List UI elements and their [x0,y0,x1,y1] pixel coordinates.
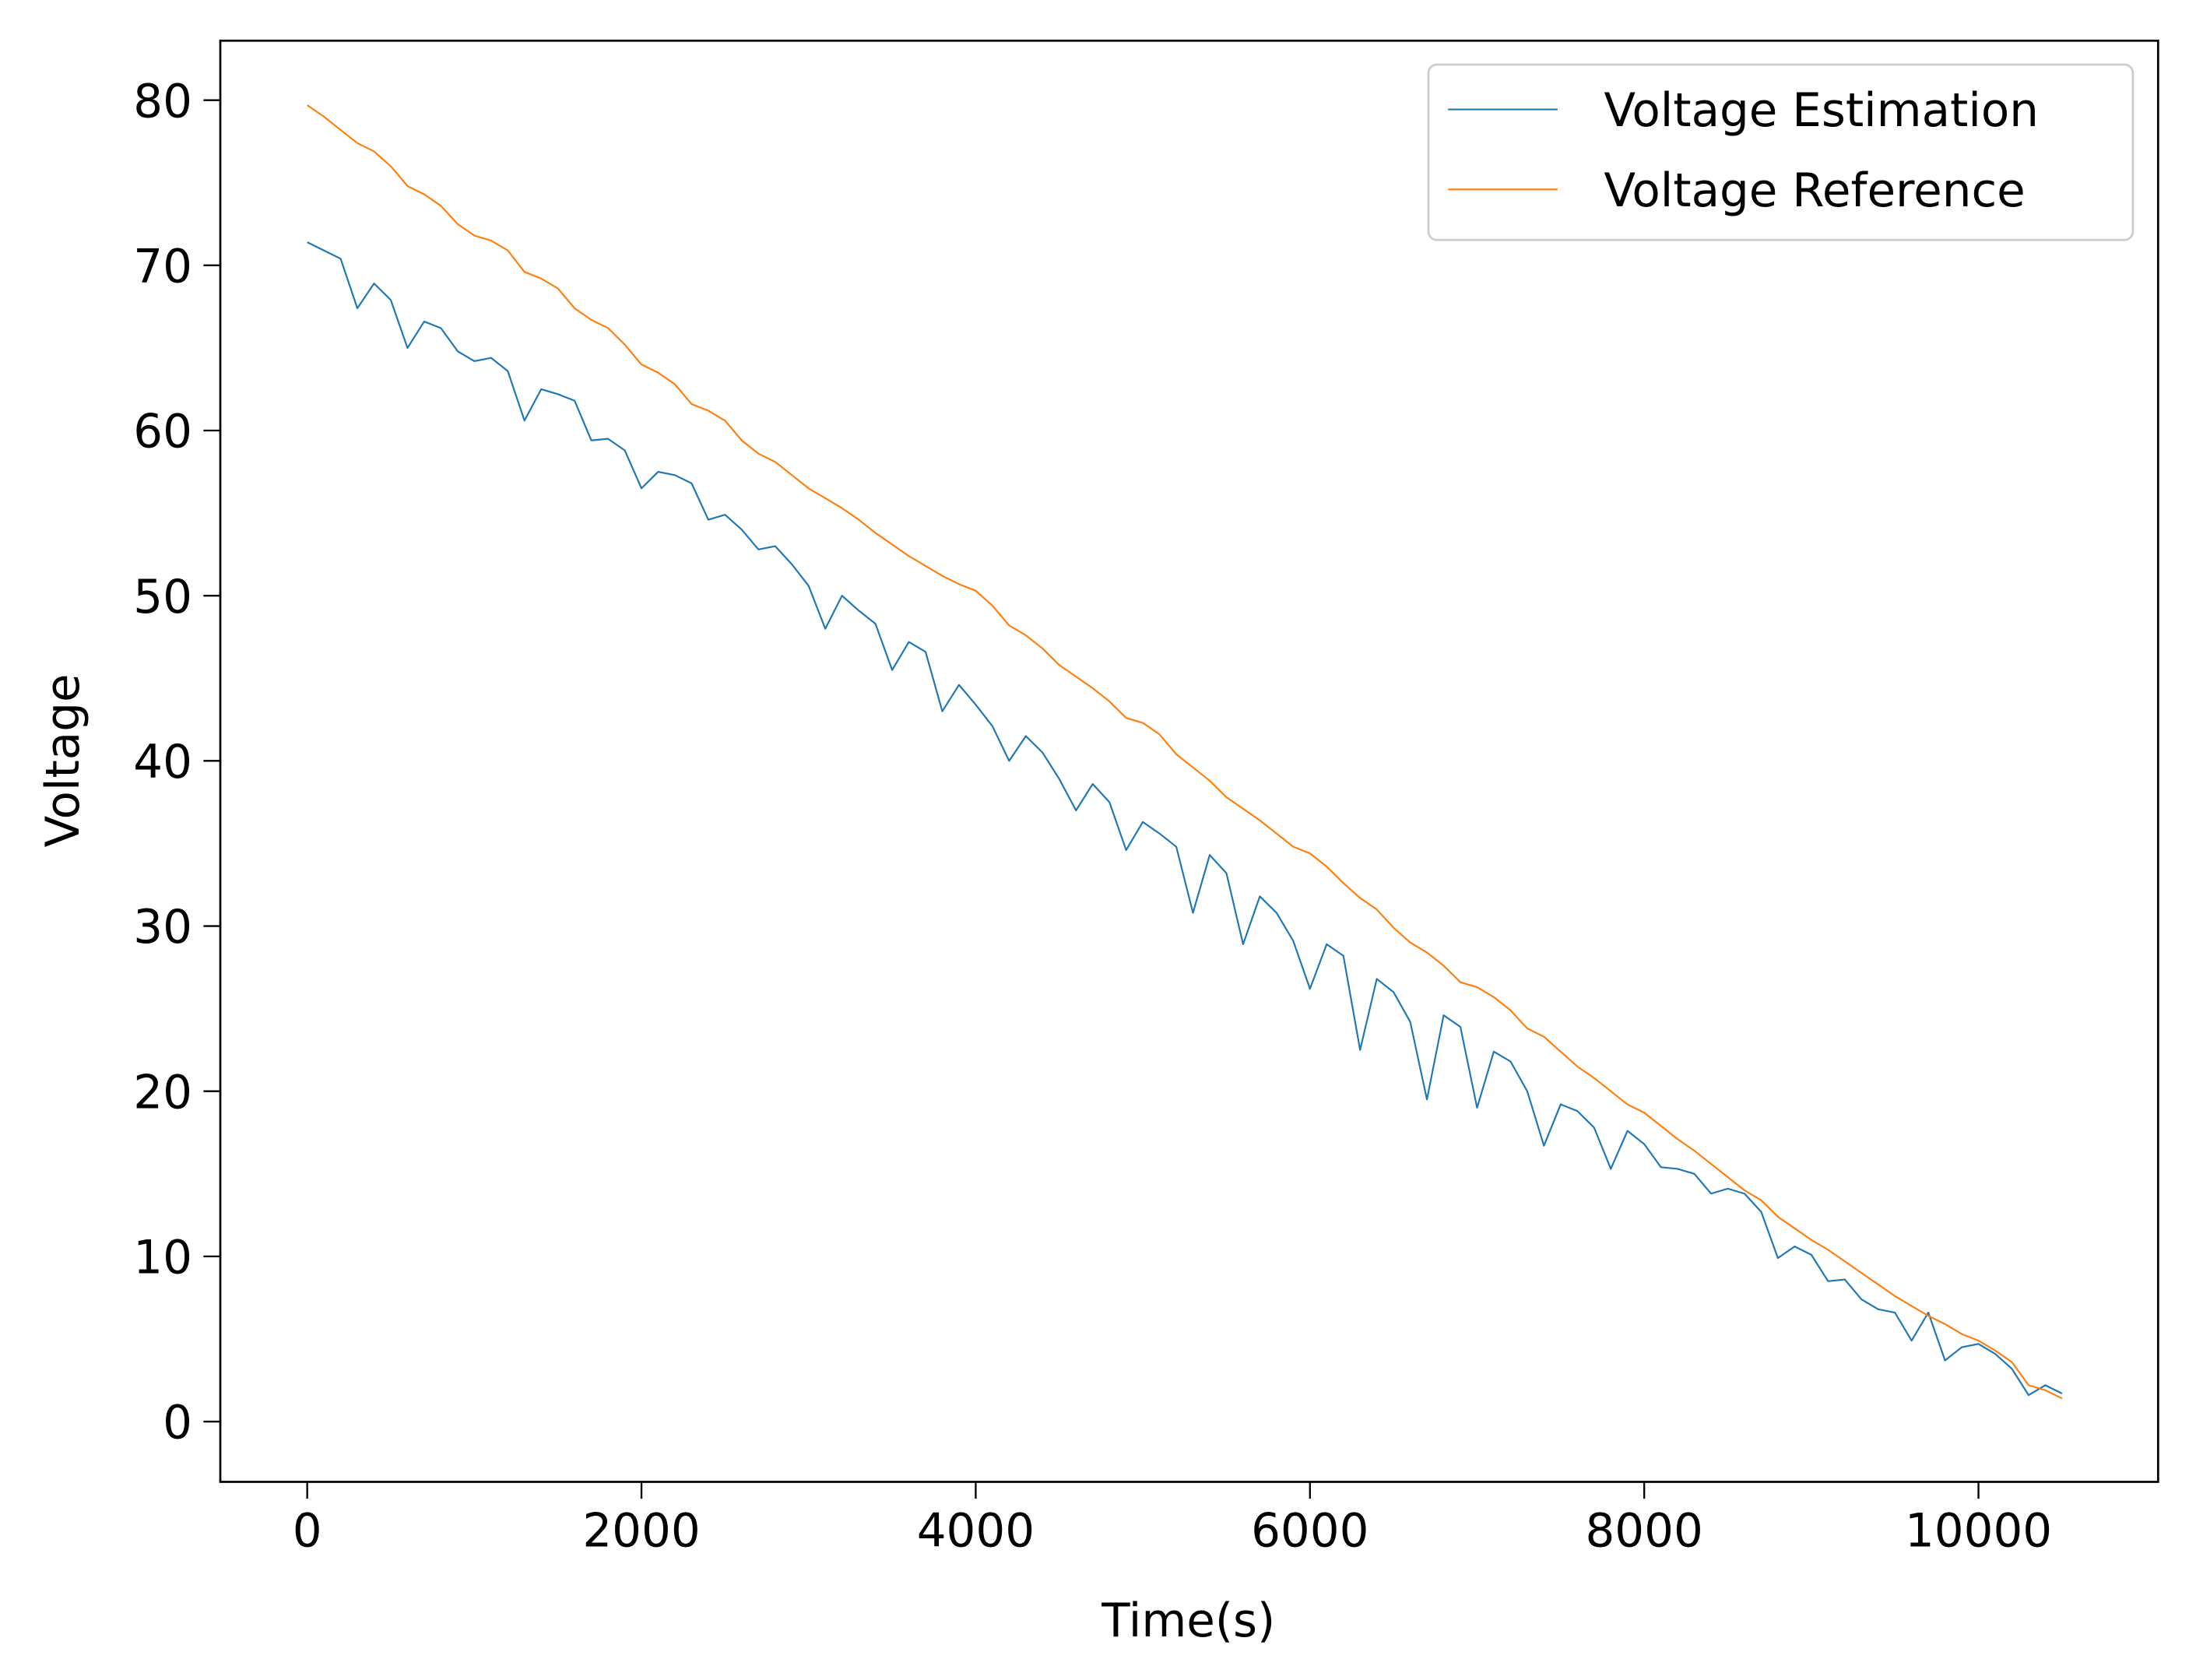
x-tick-label: 10000 [1905,1504,2052,1558]
legend-label: Voltage Reference [1604,164,2025,218]
plot-frame [219,39,2159,1483]
x-axis-label: Time(s) [1101,1594,1275,1648]
y-tick-label: 50 [133,571,192,624]
y-tick-label: 80 [133,75,192,128]
y-tick-label: 70 [133,240,192,293]
y-tick-label: 20 [133,1066,192,1119]
data-line [307,104,2063,1400]
legend-box [1427,63,2135,241]
x-tick-label: 4000 [917,1504,1035,1558]
x-tick-label: 2000 [582,1504,700,1558]
data-line [307,241,2063,1397]
y-tick-label: 10 [133,1231,192,1285]
x-tick-label: 8000 [1585,1504,1702,1558]
y-tick-label: 40 [133,736,192,789]
x-tick-label: 6000 [1251,1504,1369,1558]
x-tick-label: 0 [293,1504,322,1558]
y-tick-label: 0 [163,1397,192,1450]
y-axis-label: Voltage [37,673,90,847]
y-tick-label: 30 [133,901,192,954]
legend-label: Voltage Estimation [1604,84,2039,138]
y-tick-label: 60 [133,406,192,459]
